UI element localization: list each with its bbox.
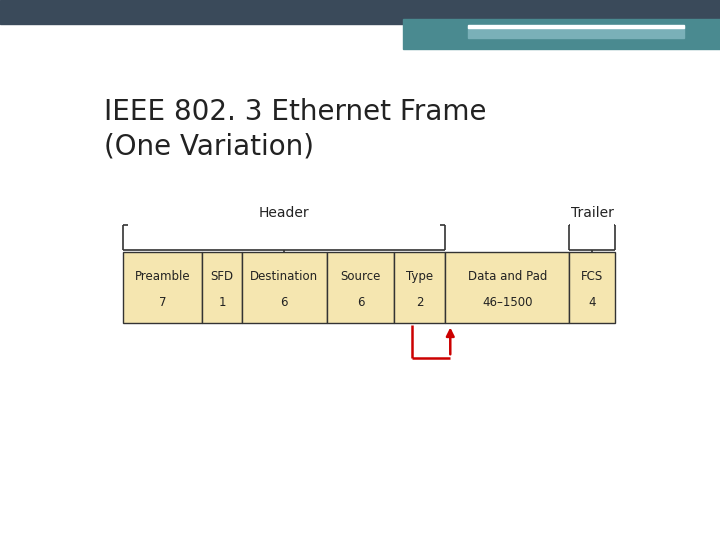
Bar (124, 252, 202, 322)
Bar (327, 252, 395, 322)
Text: 7: 7 (159, 296, 167, 309)
Text: Preamble: Preamble (135, 270, 191, 283)
Text: Data and Pad: Data and Pad (467, 270, 547, 283)
Text: FCS: FCS (581, 270, 603, 283)
Text: 4: 4 (588, 296, 595, 309)
Text: Trailer: Trailer (570, 206, 613, 220)
Text: Header: Header (259, 206, 310, 220)
Bar (202, 252, 242, 322)
Text: SFD: SFD (211, 270, 234, 283)
Text: 1: 1 (218, 296, 226, 309)
Bar (445, 252, 570, 322)
Bar (395, 252, 445, 322)
Text: 2: 2 (416, 296, 423, 309)
Bar (570, 252, 615, 322)
Text: Source: Source (341, 270, 381, 283)
Bar (242, 252, 327, 322)
Text: Type: Type (406, 270, 433, 283)
Text: IEEE 802. 3 Ethernet Frame
(One Variation): IEEE 802. 3 Ethernet Frame (One Variatio… (104, 98, 487, 161)
Text: Destination: Destination (251, 270, 318, 283)
Text: 46–1500: 46–1500 (482, 296, 533, 309)
Text: 6: 6 (357, 296, 364, 309)
Text: 6: 6 (281, 296, 288, 309)
